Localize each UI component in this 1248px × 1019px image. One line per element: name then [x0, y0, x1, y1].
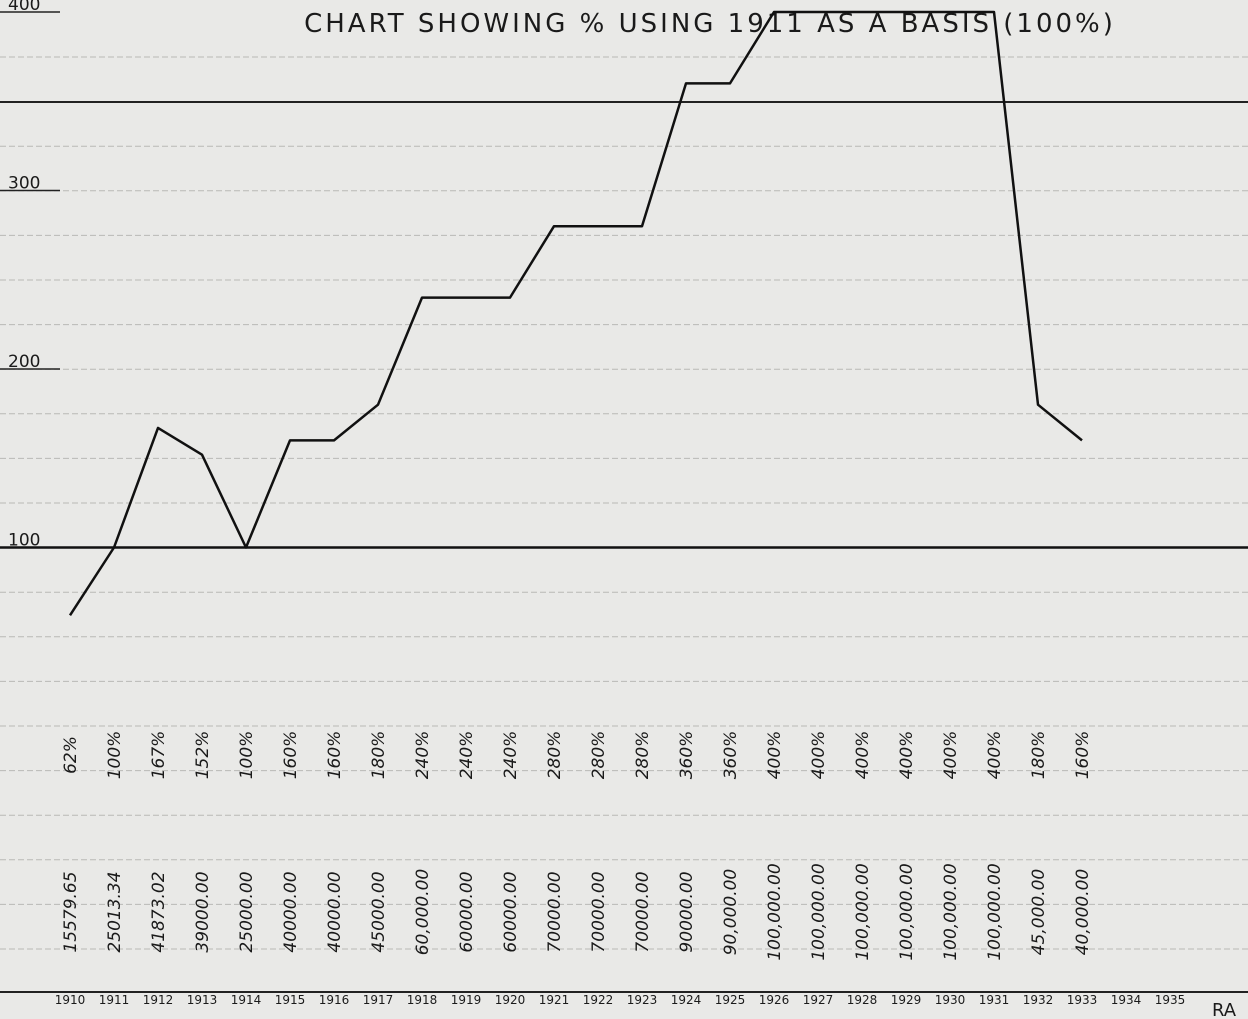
x-tick-label: 1911	[99, 993, 130, 1007]
amount-label: 60,000.00	[413, 869, 433, 956]
amount-label: 15579.65	[61, 871, 81, 952]
x-tick-label: 1932	[1023, 993, 1054, 1007]
x-tick-label: 1934	[1111, 993, 1142, 1007]
value-label: 360%	[721, 731, 741, 780]
value-label: 240%	[501, 731, 521, 780]
amount-label: 90000.00	[677, 871, 697, 952]
value-label: 280%	[589, 731, 609, 780]
amount-label: 70000.00	[589, 871, 609, 952]
value-label: 160%	[1073, 731, 1093, 780]
x-tick-label: 1920	[495, 993, 526, 1007]
amount-label: 25013.34	[105, 871, 125, 952]
amount-label: 100,000.00	[897, 863, 917, 960]
chart: CHART SHOWING % USING 1911 AS A BASIS (1…	[0, 0, 1248, 1019]
amount-label: 25000.00	[237, 871, 257, 952]
amount-label: 40,000.00	[1073, 869, 1093, 956]
amount-label: 100,000.00	[941, 863, 961, 960]
annotation: RA	[1212, 1000, 1237, 1019]
x-tick-label: 1921	[539, 993, 570, 1007]
x-tick-label: 1917	[363, 993, 394, 1007]
value-label: 160%	[281, 731, 301, 780]
x-tick-label: 1910	[55, 993, 86, 1007]
x-tick-label: 1915	[275, 993, 306, 1007]
amount-label: 45,000.00	[1029, 869, 1049, 956]
x-tick-label: 1926	[759, 993, 790, 1007]
value-label: 100%	[105, 731, 125, 780]
value-label: 360%	[677, 731, 697, 780]
value-label: 280%	[633, 731, 653, 780]
x-tick-label: 1927	[803, 993, 834, 1007]
x-tick-label: 1913	[187, 993, 218, 1007]
x-tick-label: 1931	[979, 993, 1010, 1007]
amount-label: 90,000.00	[721, 869, 741, 956]
ruled-paper	[0, 57, 1248, 949]
value-label: 400%	[897, 731, 917, 780]
value-label: 400%	[809, 731, 829, 780]
value-label: 400%	[941, 731, 961, 780]
x-tick-label: 1929	[891, 993, 922, 1007]
value-label: 400%	[765, 731, 785, 780]
amount-label: 39000.00	[193, 871, 213, 952]
value-label: 62%	[61, 736, 81, 774]
amount-label: 60000.00	[501, 871, 521, 952]
value-label: 400%	[985, 731, 1005, 780]
x-tick-label: 1912	[143, 993, 174, 1007]
value-label: 240%	[457, 731, 477, 780]
value-label: 152%	[193, 731, 213, 780]
amount-label: 60000.00	[457, 871, 477, 952]
x-tick-label: 1924	[671, 993, 702, 1007]
amount-label: 40000.00	[325, 871, 345, 952]
amount-label: 100,000.00	[809, 863, 829, 960]
amount-label: 45000.00	[369, 871, 389, 952]
amount-label: 70000.00	[545, 871, 565, 952]
x-tick-label: 1914	[231, 993, 262, 1007]
value-label: 280%	[545, 731, 565, 780]
x-tick-label: 1922	[583, 993, 614, 1007]
value-label: 167%	[149, 731, 169, 780]
x-tick-label: 1919	[451, 993, 482, 1007]
value-label: 400%	[853, 731, 873, 780]
value-label: 240%	[413, 731, 433, 780]
amount-label: 40000.00	[281, 871, 301, 952]
value-label: 180%	[1029, 731, 1049, 780]
x-tick-label: 1930	[935, 993, 966, 1007]
value-label: 160%	[325, 731, 345, 780]
amount-label: 41873.02	[149, 871, 169, 952]
x-tick-label: 1935	[1155, 993, 1186, 1007]
value-label: 100%	[237, 731, 257, 780]
x-tick-label: 1918	[407, 993, 438, 1007]
amount-label: 100,000.00	[985, 863, 1005, 960]
value-label: 180%	[369, 731, 389, 780]
amount-label: 70000.00	[633, 871, 653, 952]
x-tick-label: 1925	[715, 993, 746, 1007]
amount-label: 100,000.00	[765, 863, 785, 960]
x-tick-label: 1916	[319, 993, 350, 1007]
amount-label: 100,000.00	[853, 863, 873, 960]
x-tick-label: 1928	[847, 993, 878, 1007]
x-tick-label: 1923	[627, 993, 658, 1007]
x-tick-label: 1933	[1067, 993, 1098, 1007]
